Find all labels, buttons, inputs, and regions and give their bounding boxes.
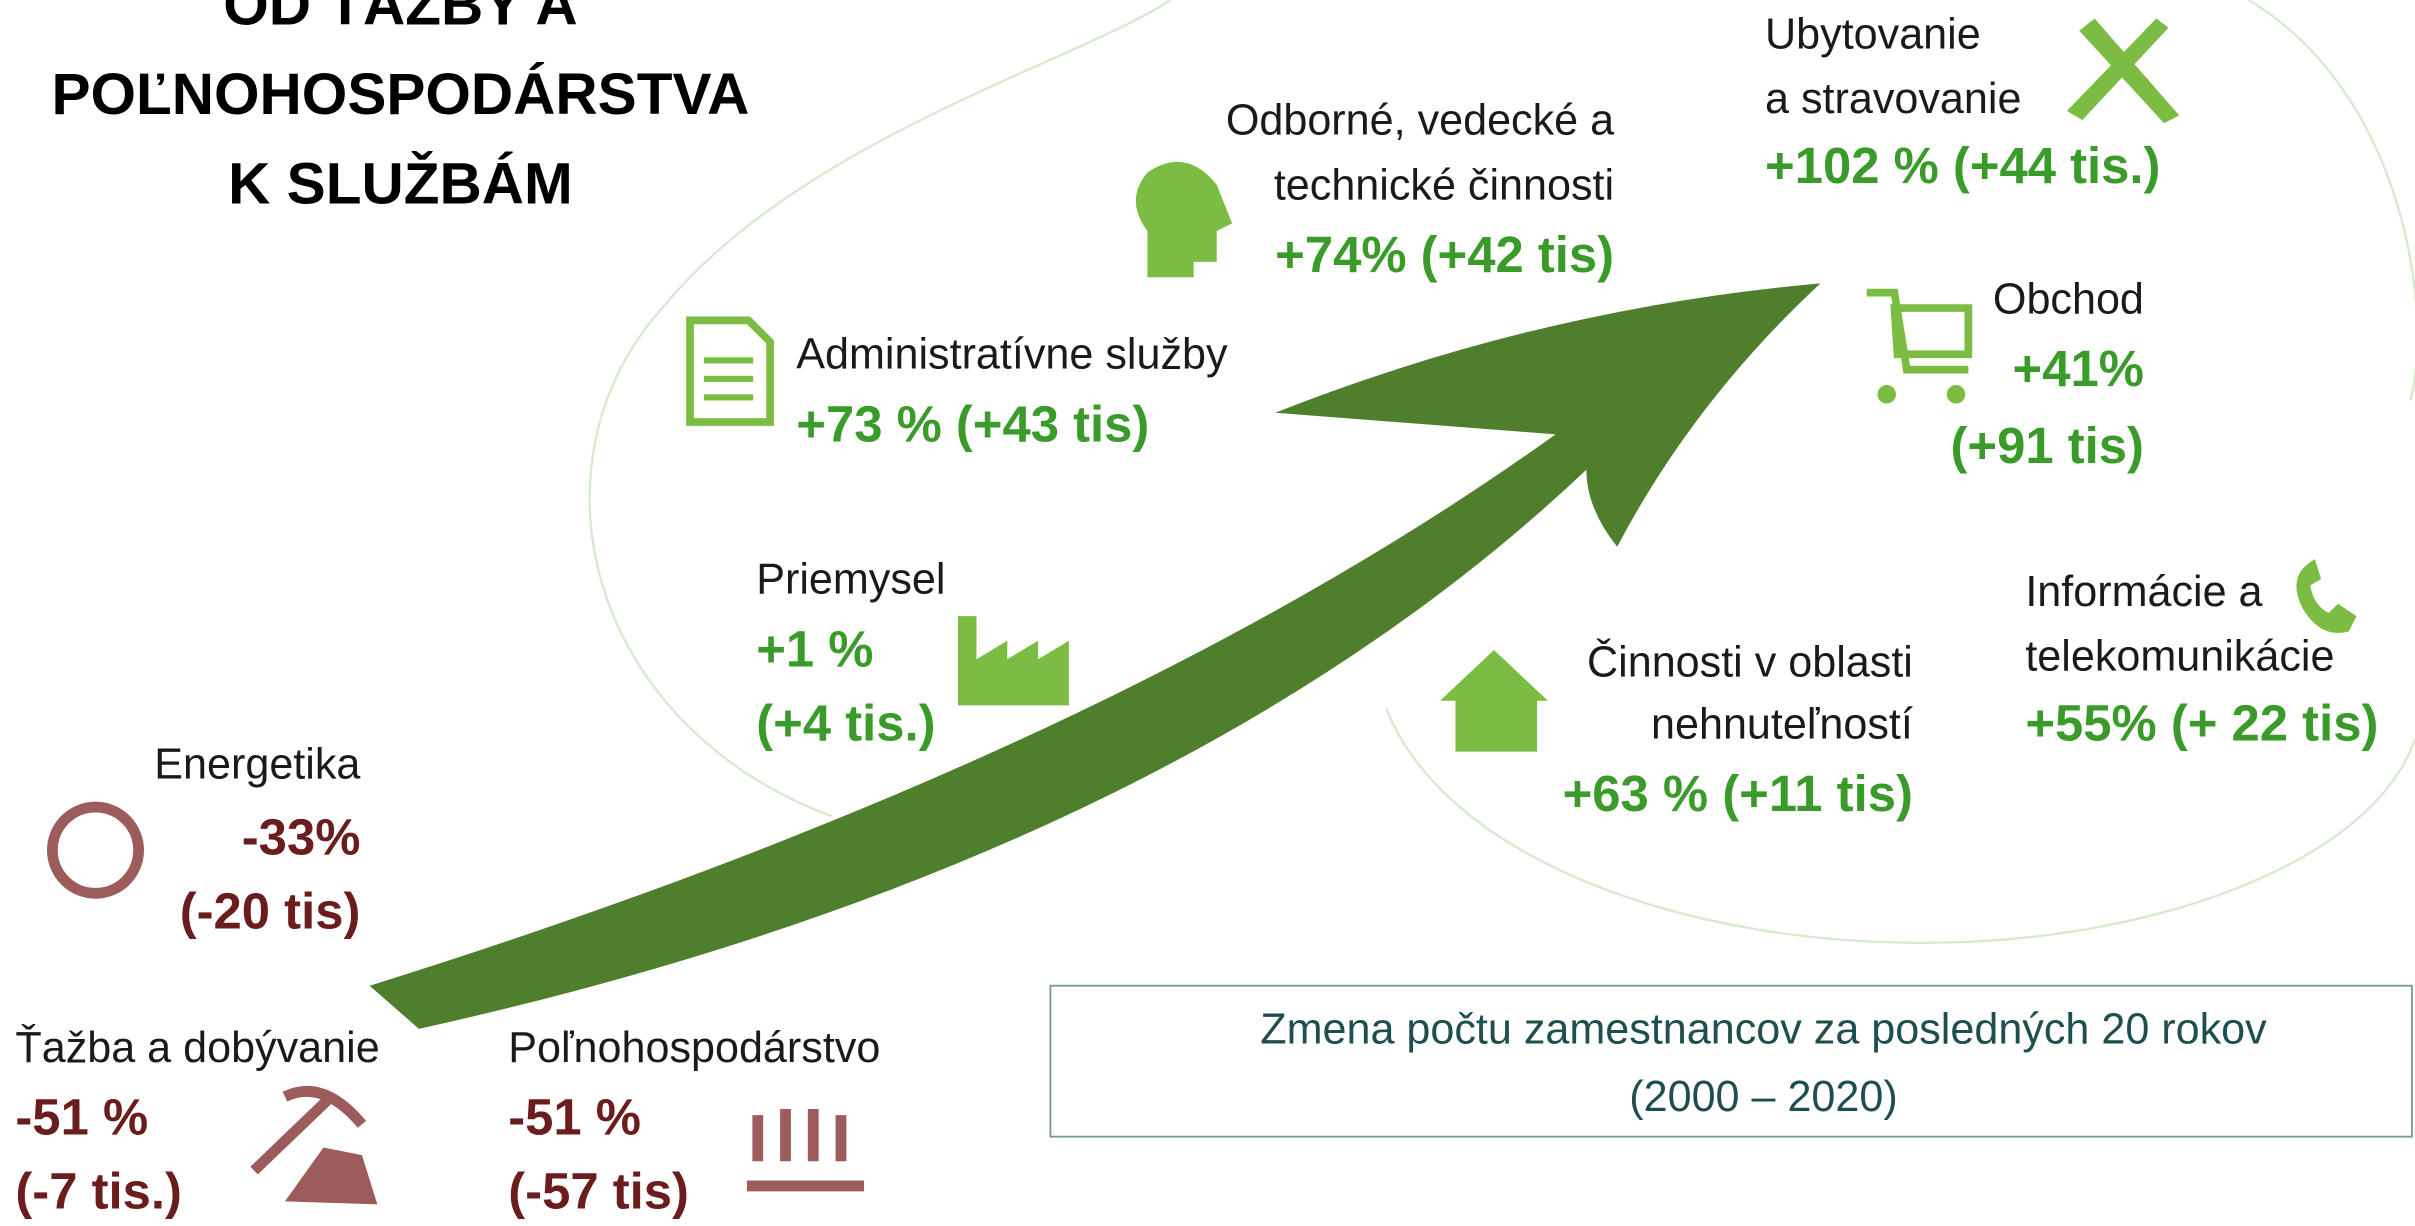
sector-change: (+4 tis.) [756, 694, 935, 751]
title-line: POĽNOHOSPODÁRSTVA [51, 61, 749, 127]
wheel [1877, 385, 1895, 403]
cutlery-icon [2067, 18, 2179, 123]
sector-name: Poľnohospodárstvo [508, 1024, 880, 1072]
sector-name: Energetika [154, 740, 360, 788]
wheel [1947, 385, 1965, 403]
sector-change: (+91 tis) [1950, 417, 2143, 474]
factory-icon [958, 616, 1069, 705]
sector-change: -51 % [508, 1089, 641, 1146]
sector-change: (-57 tis) [508, 1163, 689, 1220]
note-text: Zmena počtu zamestnancov za posledných 2… [1260, 1005, 2267, 1053]
sector-change: +63 % (+11 tis) [1563, 765, 1913, 822]
wheat-icon [747, 1109, 864, 1186]
doc-line [704, 394, 753, 400]
sector-name: Odborné, vedecké a [1226, 97, 1614, 145]
rock-icon [285, 1147, 377, 1204]
sector-name: Ťažba a dobývanie [15, 1024, 379, 1072]
head-icon [1136, 162, 1232, 277]
infographic: OD ŤAŽBY A POĽNOHOSPODÁRSTVA K SLUŽBÁM Odbo… [0, 0, 2415, 1226]
sector-change: -51 % [15, 1089, 148, 1146]
sector-change: +102 % (+44 tis.) [1765, 137, 2160, 194]
sector-change: +73 % (+43 tis) [796, 396, 1149, 453]
sector-name: technické činnosti [1274, 161, 1614, 209]
sector-change: -33% [242, 808, 361, 865]
phone-icon [2296, 559, 2356, 633]
energy-icon [52, 807, 138, 893]
doc-line [704, 357, 753, 363]
sector-change: +55% (+ 22 tis) [2025, 694, 2378, 751]
document-icon [690, 320, 770, 422]
doc-line [704, 376, 753, 382]
sector-change: (-20 tis) [180, 882, 361, 939]
sector-name: telekomunikácie [2025, 633, 2334, 681]
sector-change: +74% (+42 tis) [1275, 226, 1614, 283]
title-line: K SLUŽBÁM [228, 149, 573, 216]
note-text: (2000 – 2020) [1629, 1073, 1897, 1121]
cart-icon [1867, 293, 1969, 370]
sector-name: Ubytovanie [1765, 10, 1981, 58]
sector-name: Priemysel [756, 556, 945, 604]
page: OD ŤAŽBY A POĽNOHOSPODÁRSTVA K SLUŽBÁM Odbo… [0, 0, 2415, 1226]
house-icon [1440, 650, 1548, 752]
sector-change: +1 % [756, 620, 873, 677]
sector-name: Administratívne služby [796, 331, 1228, 379]
sector-name: Obchod [1993, 275, 2144, 323]
sector-name: Činnosti v oblasti [1587, 639, 1913, 687]
sector-change: (-7 tis.) [15, 1163, 182, 1220]
title-line: OD ŤAŽBY A [223, 0, 577, 38]
sector-name: nehnuteľností [1651, 700, 1913, 748]
sector-change: +41% [2013, 340, 2144, 397]
sector-name: Informácie a [2025, 568, 2262, 616]
sector-name: a stravovanie [1765, 75, 2021, 123]
